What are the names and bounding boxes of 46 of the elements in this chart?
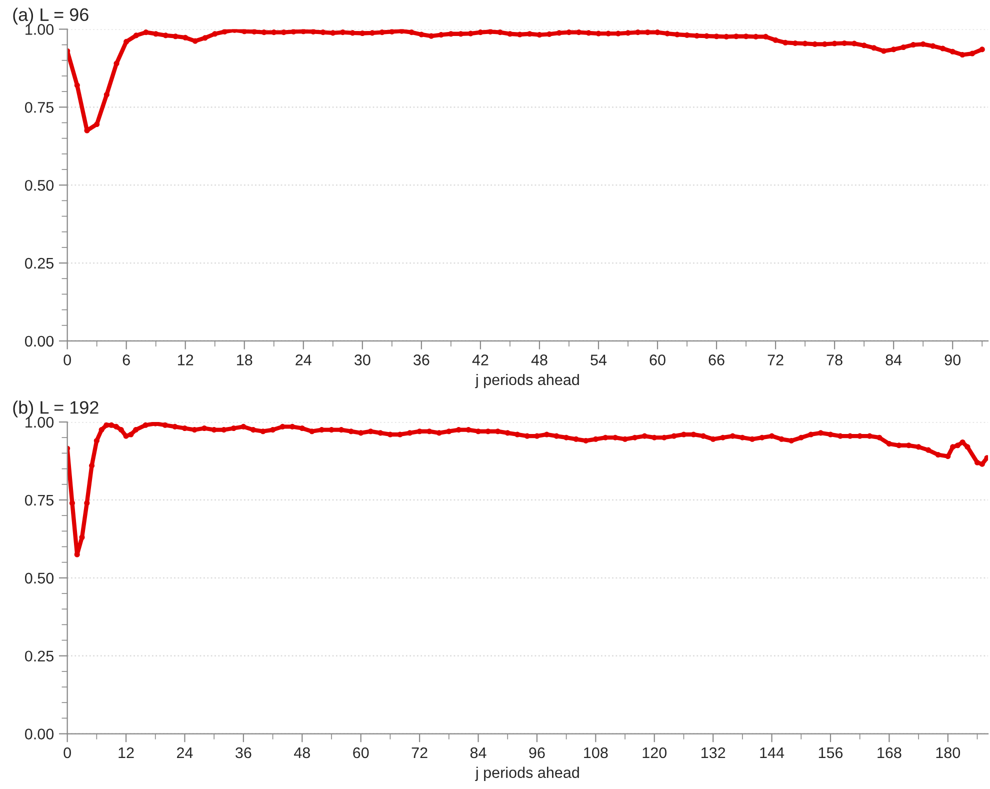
x-tick-label: 72: [768, 354, 784, 366]
x-tick-label: 60: [650, 354, 666, 366]
y-tick-label: 0.75: [24, 494, 54, 506]
y-tick-label: 0.25: [24, 258, 54, 269]
x-tick-label: 36: [236, 747, 252, 758]
x-tick-label: 24: [177, 747, 193, 758]
x-tick-label: 144: [760, 748, 784, 758]
x-tick-label: 156: [818, 747, 843, 758]
y-tick-label: 1.00: [26, 416, 54, 428]
x-tick-label: 120: [642, 747, 667, 758]
x-axis-title: j periods ahead: [475, 374, 579, 388]
y-tick-label: 0.25: [24, 650, 54, 662]
x-axis-title: j periods ahead: [475, 766, 579, 782]
x-tick-label: 12: [178, 354, 194, 366]
x-tick-label: 54: [590, 354, 607, 366]
x-tick-label: 0: [64, 354, 71, 366]
y-tick-label: 0.75: [24, 102, 54, 113]
x-tick-label: 6: [122, 354, 130, 366]
y-tick-label: 0.50: [24, 180, 54, 191]
x-tick-label: 0: [64, 747, 71, 758]
x-tick-label: 96: [529, 747, 545, 758]
y-tick-label: 0.50: [24, 572, 54, 584]
y-tick-label: 1.00: [26, 24, 54, 35]
x-tick-label: 84: [470, 747, 486, 758]
y-tick-label: 0.00: [24, 728, 54, 740]
x-tick-label: 48: [531, 354, 548, 366]
x-tick-label: 12: [118, 747, 134, 758]
x-tick-label: 18: [237, 354, 252, 366]
chart-title: (b) L = 192: [13, 400, 98, 418]
x-tick-label: 30: [354, 354, 370, 366]
x-tick-label: 48: [294, 747, 310, 758]
x-tick-label: 84: [886, 354, 902, 366]
x-tick-label: 132: [702, 747, 726, 758]
x-tick-label: 72: [412, 747, 428, 758]
y-tick-label: 0.00: [24, 336, 54, 347]
x-tick-label: 90: [944, 354, 961, 366]
x-tick-label: 42: [472, 354, 488, 366]
x-tick-label: 24: [296, 354, 312, 366]
chart-title: (a) L = 96: [13, 8, 88, 25]
x-tick-label: 180: [936, 747, 960, 758]
x-tick-label: 66: [708, 354, 724, 366]
x-tick-label: 60: [353, 747, 369, 758]
x-tick-label: 108: [584, 747, 608, 758]
x-tick-label: 78: [826, 354, 842, 366]
x-tick-label: 168: [878, 747, 902, 758]
x-tick-label: 36: [414, 354, 430, 366]
